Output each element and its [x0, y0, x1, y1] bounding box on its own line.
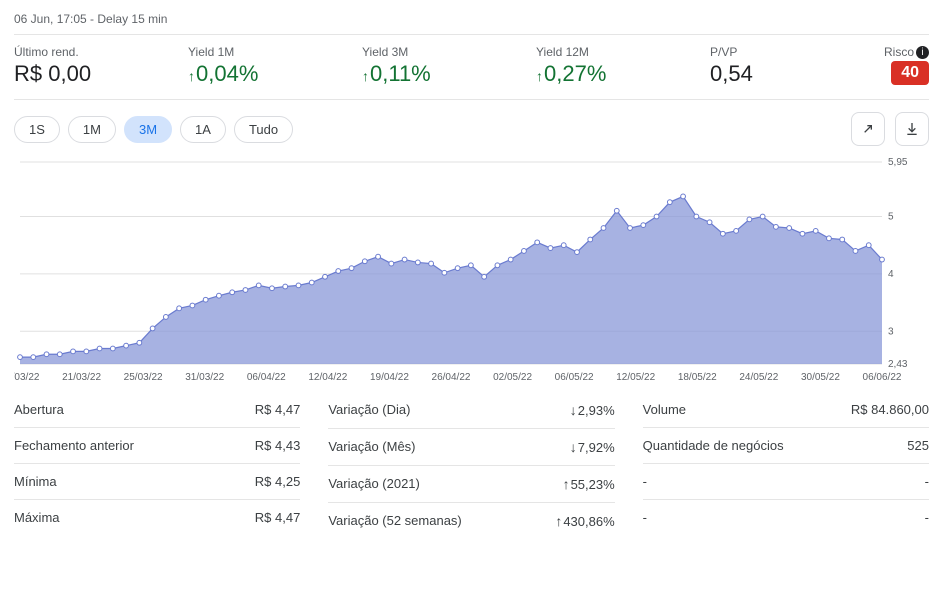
stats-col-2: Variação (Dia)2,93%Variação (Mês)7,92%Va… — [314, 392, 628, 539]
stat-value: 7,92% — [570, 439, 615, 455]
svg-text:12/04/22: 12/04/22 — [308, 372, 347, 383]
svg-text:31/03/22: 31/03/22 — [185, 372, 224, 383]
range-tabs: 1S 1M 3M 1A Tudo — [14, 116, 293, 143]
metric-label: Riscoi — [884, 45, 929, 59]
stat-label: - — [643, 474, 647, 489]
stat-line: Abertura R$ 4,47 — [14, 392, 300, 428]
metric-label: Yield 12M — [536, 45, 710, 59]
stat-line: Máxima R$ 4,47 — [14, 500, 300, 535]
stat-label: Mínima — [14, 474, 57, 489]
metrics-row: Último rend. R$ 0,00 Yield 1M 0,04% Yiel… — [14, 45, 929, 100]
svg-text:5: 5 — [888, 212, 894, 223]
stat-value: 430,86% — [555, 513, 614, 529]
stat-value: R$ 4,47 — [255, 402, 301, 417]
download-button[interactable] — [895, 112, 929, 146]
tab-1m[interactable]: 1M — [68, 116, 116, 143]
stat-value: R$ 4,43 — [255, 438, 301, 453]
metric-label: Yield 1M — [188, 45, 362, 59]
stat-value: R$ 4,47 — [255, 510, 301, 525]
metric-label: P/VP — [710, 45, 884, 59]
stat-line: -- — [643, 464, 929, 500]
stats-row: Abertura R$ 4,47 Fechamento anterior R$ 4,4… — [14, 392, 929, 539]
svg-text:30/05/22: 30/05/22 — [801, 372, 840, 383]
metric-yield-1m: Yield 1M 0,04% — [188, 45, 362, 87]
metric-ultimo-rend: Último rend. R$ 0,00 — [14, 45, 188, 87]
tab-1s[interactable]: 1S — [14, 116, 60, 143]
risco-label-text: Risco — [884, 45, 914, 59]
stat-line: Quantidade de negócios 525 — [643, 428, 929, 464]
stat-line: Variação (2021) 55,23% — [328, 466, 614, 503]
stat-label: Fechamento anterior — [14, 438, 134, 453]
svg-text:2,43: 2,43 — [888, 359, 908, 370]
risk-badge: 40 — [891, 61, 929, 85]
tab-1a[interactable]: 1A — [180, 116, 226, 143]
tabs-row: 1S 1M 3M 1A Tudo — [14, 112, 929, 146]
metric-value: R$ 0,00 — [14, 61, 188, 87]
metric-pvp: P/VP 0,54 — [710, 45, 884, 87]
stat-value: - — [925, 510, 929, 525]
metric-yield-12m: Yield 12M 0,27% — [536, 45, 710, 87]
metric-yield-3m: Yield 3M 0,11% — [362, 45, 536, 87]
stat-label: Quantidade de negócios — [643, 438, 784, 453]
timestamp: 06 Jun, 17:05 - Delay 15 min — [14, 8, 929, 35]
svg-text:26/04/22: 26/04/22 — [432, 372, 471, 383]
download-icon — [904, 121, 920, 137]
info-icon[interactable]: i — [916, 46, 929, 59]
svg-text:06/04/22: 06/04/22 — [247, 372, 286, 383]
stat-value: - — [925, 474, 929, 489]
svg-text:06/05/22: 06/05/22 — [555, 372, 594, 383]
stat-label: - — [643, 510, 647, 525]
svg-text:19/04/22: 19/04/22 — [370, 372, 409, 383]
metric-value: 0,04% — [188, 61, 362, 87]
svg-text:15/03/22: 15/03/22 — [14, 372, 40, 383]
tab-tudo[interactable]: Tudo — [234, 116, 293, 143]
stat-line: Variação (Mês) 7,92% — [328, 429, 614, 466]
stats-col-1: Abertura R$ 4,47 Fechamento anterior R$ 4,4… — [14, 392, 314, 539]
stat-value: 55,23% — [563, 476, 615, 492]
svg-text:18/05/22: 18/05/22 — [678, 372, 717, 383]
svg-text:06/06/22: 06/06/22 — [863, 372, 902, 383]
svg-text:02/05/22: 02/05/22 — [493, 372, 532, 383]
stat-value: R$ 84.860,00 — [851, 402, 929, 417]
metric-value: 0,11% — [362, 61, 536, 87]
stat-line: Variação (Dia) 2,93% — [328, 392, 614, 429]
expand-icon — [860, 121, 876, 137]
svg-text:24/05/22: 24/05/22 — [739, 372, 778, 383]
metric-risco: Riscoi 40 — [884, 45, 929, 87]
price-chart[interactable]: 2,43 3 4 5 5,95 15/03/22 21/03/22 25/03/22 31/03… — [14, 156, 924, 386]
stat-value: R$ 4,25 — [255, 474, 301, 489]
svg-text:5,95: 5,95 — [888, 157, 908, 168]
chart-area: 2,43 3 4 5 5,95 15/03/22 21/03/22 25/03/22 31/03… — [14, 156, 929, 386]
metric-label: Yield 3M — [362, 45, 536, 59]
metric-value: 0,27% — [536, 61, 710, 87]
stat-label: Máxima — [14, 510, 60, 525]
stat-line: Mínima R$ 4,25 — [14, 464, 300, 500]
expand-button[interactable] — [851, 112, 885, 146]
svg-text:4: 4 — [888, 269, 894, 280]
tab-3m[interactable]: 3M — [124, 116, 172, 143]
svg-text:3: 3 — [888, 326, 894, 337]
stat-line: Volume R$ 84.860,00 — [643, 392, 929, 428]
svg-text:21/03/22: 21/03/22 — [62, 372, 101, 383]
stat-label: Volume — [643, 402, 686, 417]
svg-text:12/05/22: 12/05/22 — [616, 372, 655, 383]
stat-value: 2,93% — [570, 402, 615, 418]
stats-col-3: Volume R$ 84.860,00 Quantidade de negócios… — [629, 392, 929, 539]
tab-actions — [851, 112, 929, 146]
stat-label: Abertura — [14, 402, 64, 417]
stat-line: Variação (52 semanas) 430,86% — [328, 503, 614, 539]
svg-text:25/03/22: 25/03/22 — [124, 372, 163, 383]
stat-label: Variação (Mês) — [328, 439, 415, 455]
stat-value: 525 — [907, 438, 929, 453]
metric-label: Último rend. — [14, 45, 188, 59]
metric-value: 0,54 — [710, 61, 884, 87]
stat-line: Fechamento anterior R$ 4,43 — [14, 428, 300, 464]
stat-label: Variação (Dia) — [328, 402, 410, 418]
stat-line: -- — [643, 500, 929, 535]
stat-label: Variação (2021) — [328, 476, 420, 492]
stat-label: Variação (52 semanas) — [328, 513, 461, 529]
